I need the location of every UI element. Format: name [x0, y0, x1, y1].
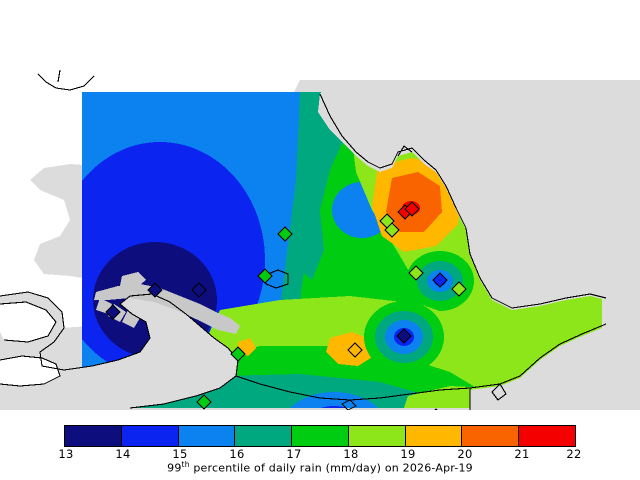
station-marker[interactable]: [191, 282, 207, 298]
station-marker[interactable]: [404, 201, 420, 217]
station-marker[interactable]: [347, 342, 363, 358]
station-marker[interactable]: [408, 265, 424, 281]
caption-ordinal-suffix: th: [181, 460, 190, 469]
colorbar-segment-14-15: [121, 426, 179, 446]
colorbar-tick-5: 18: [343, 447, 359, 461]
colorbar-tick-1: 14: [115, 447, 131, 461]
colorbar-tick-9: 22: [566, 447, 582, 461]
colorbar-segment-15-16: [178, 426, 236, 446]
station-marker[interactable]: [396, 328, 412, 344]
colorbar-tick-2: 15: [172, 447, 188, 461]
station-marker[interactable]: [432, 272, 448, 288]
map-svg: [0, 60, 640, 410]
station-marker[interactable]: [147, 282, 163, 298]
station-marker[interactable]: [384, 222, 400, 238]
station-markers: [105, 201, 467, 410]
colorbar-ticks: 13 14 15 16 17 18 19 20 21 22: [0, 447, 640, 463]
map-panel: [0, 60, 640, 410]
colorbar-tick-8: 21: [514, 447, 530, 461]
colorbar-segment-20-21: [462, 426, 520, 446]
colorbar-segment-18-19: [348, 426, 406, 446]
station-marker[interactable]: [105, 304, 121, 320]
colorbar-tick-3: 16: [229, 447, 245, 461]
station-marker[interactable]: [196, 394, 212, 410]
colorbar-segment-16-17: [235, 426, 293, 446]
colorbar-tick-0: 13: [58, 447, 74, 461]
colorbar-segment-17-18: [292, 426, 349, 446]
colorbar-segment-21-22: [519, 426, 576, 446]
colorbar-segment-13-14: [65, 426, 122, 446]
colorbar-tick-7: 20: [457, 447, 473, 461]
colorbar-tick-4: 17: [286, 447, 302, 461]
caption-post: percentile of daily rain (mm/day) on 202…: [189, 461, 473, 475]
caption-pre: 99: [167, 461, 182, 475]
station-marker[interactable]: [257, 268, 273, 284]
contour-fill-layer: [82, 92, 602, 408]
colorbar-caption: 99th percentile of daily rain (mm/day) o…: [0, 460, 640, 475]
colorbar-tick-6: 19: [400, 447, 416, 461]
station-marker[interactable]: [230, 346, 246, 362]
station-marker[interactable]: [451, 281, 467, 297]
colorbar: [64, 425, 576, 447]
colorbar-segment-19-20: [405, 426, 463, 446]
contour-band-16-17-ne: [296, 92, 352, 280]
coastline-layer: [0, 69, 607, 410]
station-marker[interactable]: [277, 226, 293, 242]
